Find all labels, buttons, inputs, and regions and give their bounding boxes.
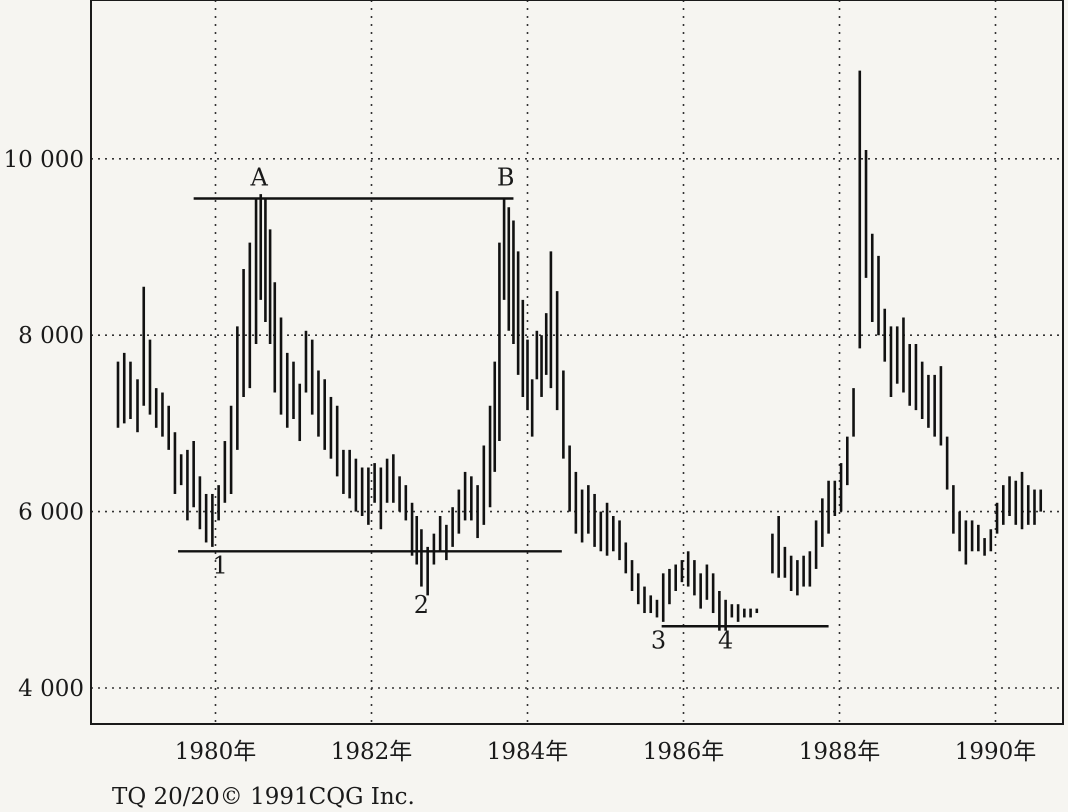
copyright-credit: TQ 20/20© 1991CQG Inc. — [112, 784, 415, 810]
y-tick-label-1: 6 000 — [18, 500, 84, 526]
chart-annotations: A B 1 2 3 4 — [213, 163, 734, 654]
annotation-A: A — [250, 163, 269, 191]
x-tick-label-3: 1986年 — [643, 739, 725, 765]
y-tick-label-0: 4 000 — [18, 676, 84, 702]
x-tick-label-5: 1990年 — [955, 739, 1037, 765]
y-axis-tick-labels: 4 000 6 000 8 000 10 000 — [4, 147, 84, 702]
annotation-3: 3 — [651, 626, 666, 654]
price-bars — [116, 70, 1043, 631]
x-tick-label-2: 1984年 — [487, 739, 569, 765]
x-axis-tick-labels: 1980年 1982年 1984年 1986年 1988年 1990年 — [175, 739, 1037, 765]
annotation-4: 4 — [718, 626, 733, 654]
reference-lines — [178, 197, 829, 628]
annotation-B: B — [497, 163, 515, 191]
x-tick-label-4: 1988年 — [799, 739, 881, 765]
x-tick-label-1: 1982年 — [331, 739, 413, 765]
x-tick-label-0: 1980年 — [175, 739, 257, 765]
plot-frame — [90, 0, 1064, 725]
annotation-1: 1 — [213, 551, 228, 579]
annotation-2: 2 — [414, 591, 429, 619]
y-tick-label-2: 8 000 — [18, 323, 84, 349]
y-tick-label-3: 10 000 — [4, 147, 84, 173]
